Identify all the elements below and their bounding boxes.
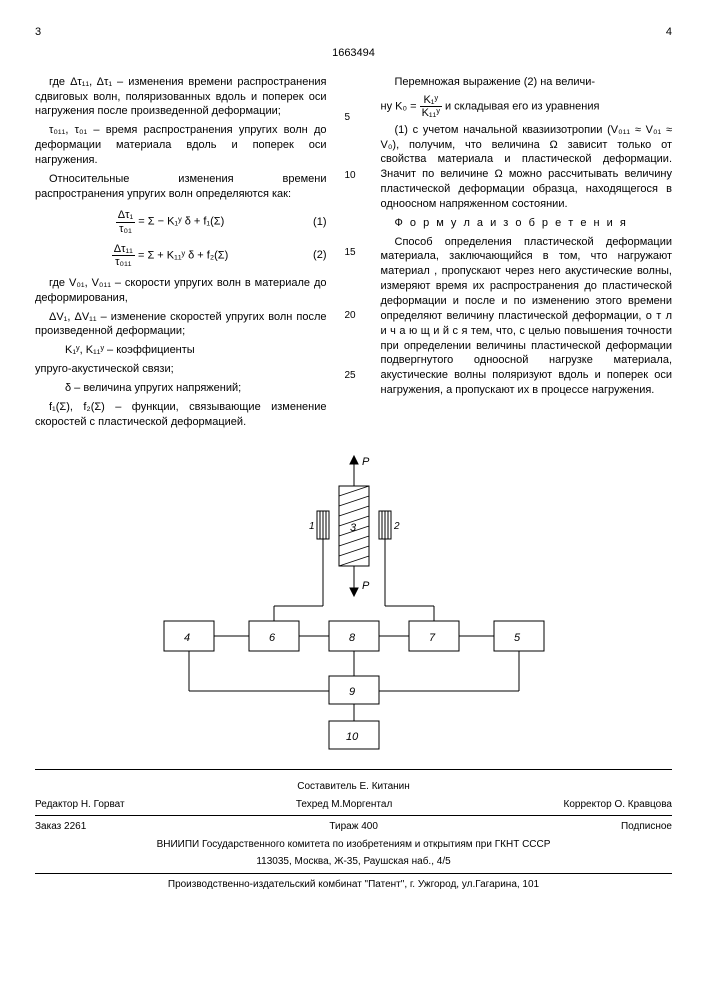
- label-4: 4: [184, 632, 190, 644]
- techred: Техред М.Моргентал: [296, 798, 392, 812]
- label-p-top: P: [362, 456, 370, 468]
- org2: 113035, Москва, Ж-35, Раушская наб., 4/5: [35, 855, 672, 869]
- order: Заказ 2261: [35, 820, 86, 834]
- para: f₁(Σ), f₂(Σ) – функции, связывающие изме…: [35, 400, 327, 430]
- para: δ – величина упругих напряжений;: [35, 381, 327, 396]
- para: ну K₀ = K₁ʸ K₁₁ʸ и складывая его из урав…: [381, 94, 673, 119]
- label-7: 7: [429, 632, 436, 644]
- equation-2: Δτ₁₁ τ₀₁₁ = Σ + K₁₁ʸ δ + f₂(Σ) (2): [35, 243, 327, 268]
- para: Перемножая выражение (2) на величи-: [381, 75, 673, 90]
- printer: Производственно-издательский комбинат "П…: [35, 878, 672, 892]
- para: где V₀₁, V₀₁₁ – скорости упругих волн в …: [35, 276, 327, 306]
- label-5: 5: [514, 632, 521, 644]
- signed: Подписное: [621, 820, 672, 834]
- tirazh: Тираж 400: [329, 820, 378, 834]
- label-8: 8: [349, 632, 356, 644]
- formula-title: Ф о р м у л а и з о б р е т е н и я: [381, 216, 673, 231]
- line-num: 20: [345, 309, 356, 323]
- equation-1: Δτ₁ τ₀₁ = Σ − K₁ʸ δ + f₁(Σ) (1): [35, 209, 327, 234]
- line-num: 15: [345, 246, 356, 260]
- eq-number: (2): [313, 248, 326, 263]
- label-6: 6: [269, 632, 276, 644]
- eq-number: (1): [313, 215, 326, 230]
- left-page-num: 3: [35, 25, 41, 40]
- footer: Составитель Е. Китанин Редактор Н. Горва…: [35, 769, 672, 891]
- label-p-bottom: P: [362, 580, 370, 592]
- para: (1) с учетом начальной квазиизотропии (V…: [381, 123, 673, 212]
- compiler: Составитель Е. Китанин: [35, 780, 672, 794]
- page-numbers: 3 4: [35, 25, 672, 40]
- para: Относительные изменения времени распрост…: [35, 172, 327, 202]
- text-columns: где Δτ₁₁, Δτ₁ – изменения времени распро…: [35, 71, 672, 434]
- doc-number: 1663494: [35, 46, 672, 61]
- label-3: 3: [350, 522, 357, 534]
- label-2: 2: [393, 521, 400, 532]
- para: ΔV₁, ΔV₁₁ – изменение скоростей упругих …: [35, 310, 327, 340]
- corrector: Корректор О. Кравцова: [564, 798, 672, 812]
- label-1: 1: [309, 521, 315, 532]
- para: K₁ʸ, K₁₁ʸ – коэффициенты: [35, 343, 327, 358]
- para: τ₀₁₁, τ₀₁ – время распространения упруги…: [35, 123, 327, 168]
- label-10: 10: [346, 731, 359, 743]
- right-page-num: 4: [666, 25, 672, 40]
- right-column: Перемножая выражение (2) на величи- ну K…: [381, 71, 673, 434]
- editor: Редактор Н. Горват: [35, 798, 125, 812]
- para: где Δτ₁₁, Δτ₁ – изменения времени распро…: [35, 75, 327, 120]
- line-num: 25: [345, 369, 356, 383]
- para: упруго-акустической связи;: [35, 362, 327, 377]
- para: Способ определения пластической деформац…: [381, 235, 673, 398]
- block-diagram: P 3 1 2 P 4 6 8 7 5 9: [134, 451, 574, 751]
- left-column: где Δτ₁₁, Δτ₁ – изменения времени распро…: [35, 71, 327, 434]
- label-9: 9: [349, 686, 355, 698]
- line-num: 5: [345, 111, 351, 125]
- org1: ВНИИПИ Государственного комитета по изоб…: [35, 838, 672, 852]
- line-number-gutter: 5 10 15 20 25: [345, 71, 363, 434]
- line-num: 10: [345, 169, 356, 183]
